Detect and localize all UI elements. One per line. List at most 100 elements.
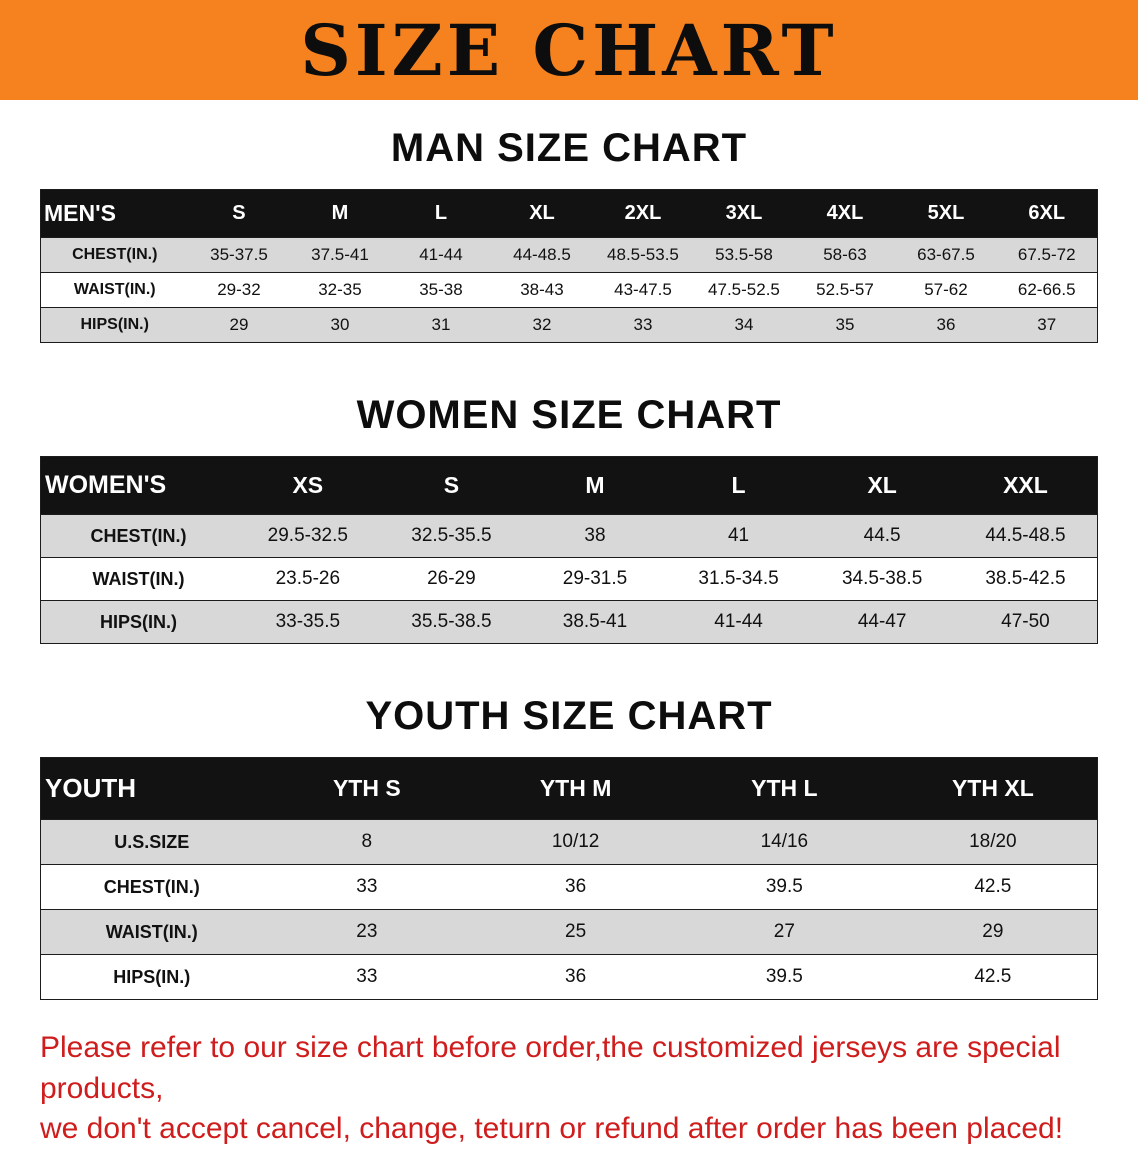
women-size-heading: WOMEN SIZE CHART (356, 393, 782, 437)
size-value-cell: 32.5-35.5 (379, 514, 524, 558)
size-value-cell: 53.5-58 (693, 237, 795, 273)
size-value-cell: 31 (390, 307, 492, 343)
size-value-cell: 62-66.5 (996, 272, 1098, 308)
table-row: WAIST(IN.) 23 25 27 29 (40, 909, 1098, 955)
size-column-header: L (390, 189, 492, 238)
size-value-cell: 57-62 (895, 272, 997, 308)
disclaimer-text: Please refer to our size chart before or… (40, 1028, 1098, 1150)
size-value-cell: 39.5 (679, 954, 889, 1000)
men-size-table-wrap: MEN'S S M L XL 2XL 3XL 4XL 5XL 6XL CHEST(IN.) 35-37… (0, 189, 1138, 343)
row-label: HIPS(IN.) (40, 307, 189, 343)
size-column-header: 3XL (693, 189, 795, 238)
size-value-cell: 43-47.5 (592, 272, 694, 308)
table-corner-label: WOMEN'S (40, 456, 237, 515)
size-value-cell: 44.5-48.5 (953, 514, 1098, 558)
size-value-cell: 35-37.5 (188, 237, 290, 273)
size-column-header: M (289, 189, 391, 238)
table-row: CHEST(IN.) 35-37.5 37.5-41 41-44 44-48.5 48.5… (40, 237, 1098, 273)
size-value-cell: 67.5-72 (996, 237, 1098, 273)
table-corner-label: YOUTH (40, 757, 263, 820)
size-column-header: 4XL (794, 189, 896, 238)
size-value-cell: 18/20 (888, 819, 1098, 865)
size-value-cell: 14/16 (679, 819, 889, 865)
size-value-cell: 35-38 (390, 272, 492, 308)
youth-size-table: YOUTH YTH S YTH M YTH L YTH XL U.S.SIZE 8 10/12… (40, 757, 1098, 1000)
size-value-cell: 29-31.5 (523, 557, 667, 601)
row-label: CHEST(IN.) (40, 514, 237, 558)
size-value-cell: 37.5-41 (289, 237, 391, 273)
size-value-cell: 38-43 (491, 272, 593, 308)
disclaimer-line-1: Please refer to our size chart before or… (40, 1031, 1061, 1105)
table-row: HIPS(IN.) 33 36 39.5 42.5 (40, 954, 1098, 1000)
size-value-cell: 10/12 (471, 819, 680, 865)
size-value-cell: 23.5-26 (236, 557, 380, 601)
size-column-header: XXL (953, 456, 1098, 515)
men-size-table: MEN'S S M L XL 2XL 3XL 4XL 5XL 6XL CHEST(IN.) 35-37… (40, 189, 1098, 343)
size-value-cell: 52.5-57 (794, 272, 896, 308)
row-label: WAIST(IN.) (40, 909, 263, 955)
women-size-table: WOMEN'S XS S M L XL XXL CHEST(IN.) 29.5-32.5 32.5… (40, 456, 1098, 644)
size-value-cell: 34.5-38.5 (810, 557, 954, 601)
women-size-table-wrap: WOMEN'S XS S M L XL XXL CHEST(IN.) 29.5-32.5 32.5… (0, 456, 1138, 644)
size-value-cell: 44-48.5 (491, 237, 593, 273)
size-value-cell: 30 (289, 307, 391, 343)
size-value-cell: 42.5 (888, 954, 1098, 1000)
size-value-cell: 39.5 (679, 864, 889, 910)
size-value-cell: 29 (188, 307, 290, 343)
row-label: CHEST(IN.) (40, 237, 189, 273)
size-column-header: S (188, 189, 290, 238)
size-column-header: YTH XL (888, 757, 1098, 820)
size-value-cell: 29.5-32.5 (236, 514, 380, 558)
women-size-section: WOMEN SIZE CHART WOMEN'S XS S M L XL XXL CHEST(… (0, 393, 1138, 644)
size-column-header: YTH M (471, 757, 680, 820)
row-label: WAIST(IN.) (40, 272, 189, 308)
size-column-header: YTH L (679, 757, 889, 820)
size-value-cell: 26-29 (379, 557, 524, 601)
youth-size-table-wrap: YOUTH YTH S YTH M YTH L YTH XL U.S.SIZE 8 10/12… (0, 757, 1138, 1000)
disclaimer-line-2: we don't accept cancel, change, teturn o… (40, 1112, 1064, 1145)
size-column-header: L (666, 456, 811, 515)
table-header-row: YOUTH YTH S YTH M YTH L YTH XL (40, 757, 1098, 820)
table-row: WAIST(IN.) 23.5-26 26-29 29-31.5 31.5-34.5 34… (40, 557, 1098, 601)
size-value-cell: 32 (491, 307, 593, 343)
row-label: U.S.SIZE (40, 819, 263, 865)
size-column-header: XL (810, 456, 954, 515)
table-row: HIPS(IN.) 33-35.5 35.5-38.5 38.5-41 41-44 44-… (40, 600, 1098, 644)
banner-title: SIZE CHART (300, 8, 838, 92)
size-value-cell: 36 (471, 864, 680, 910)
size-value-cell: 38.5-41 (523, 600, 667, 644)
size-value-cell: 47-50 (953, 600, 1098, 644)
size-chart-banner: SIZE CHART (0, 0, 1138, 100)
size-value-cell: 58-63 (794, 237, 896, 273)
size-value-cell: 41-44 (390, 237, 492, 273)
size-value-cell: 48.5-53.5 (592, 237, 694, 273)
size-value-cell: 41-44 (666, 600, 811, 644)
size-value-cell: 8 (262, 819, 472, 865)
size-value-cell: 35 (794, 307, 896, 343)
table-header-row: WOMEN'S XS S M L XL XXL (40, 456, 1098, 515)
size-value-cell: 42.5 (888, 864, 1098, 910)
size-value-cell: 33-35.5 (236, 600, 380, 644)
size-column-header: XL (491, 189, 593, 238)
size-column-header: 6XL (996, 189, 1098, 238)
size-column-header: XS (236, 456, 380, 515)
size-value-cell: 36 (471, 954, 680, 1000)
size-value-cell: 33 (262, 954, 472, 1000)
row-label: CHEST(IN.) (40, 864, 263, 910)
size-value-cell: 44-47 (810, 600, 954, 644)
table-row: HIPS(IN.) 29 30 31 32 33 34 35 36 37 (40, 307, 1098, 343)
size-value-cell: 33 (262, 864, 472, 910)
size-value-cell: 38 (523, 514, 667, 558)
table-header-row: MEN'S S M L XL 2XL 3XL 4XL 5XL 6XL (40, 189, 1098, 238)
size-column-header: 2XL (592, 189, 694, 238)
size-value-cell: 27 (679, 909, 889, 955)
size-column-header: S (379, 456, 524, 515)
size-value-cell: 32-35 (289, 272, 391, 308)
row-label: HIPS(IN.) (40, 600, 237, 644)
size-column-header: YTH S (262, 757, 472, 820)
table-row: WAIST(IN.) 29-32 32-35 35-38 38-43 43-47.5 47.… (40, 272, 1098, 308)
table-row: CHEST(IN.) 29.5-32.5 32.5-35.5 38 41 44.5 44.5… (40, 514, 1098, 558)
man-size-section: MAN SIZE CHART MEN'S S M L XL 2XL 3XL 4XL 5XL 6XL… (0, 126, 1138, 343)
youth-size-heading: YOUTH SIZE CHART (365, 694, 773, 738)
size-value-cell: 29-32 (188, 272, 290, 308)
